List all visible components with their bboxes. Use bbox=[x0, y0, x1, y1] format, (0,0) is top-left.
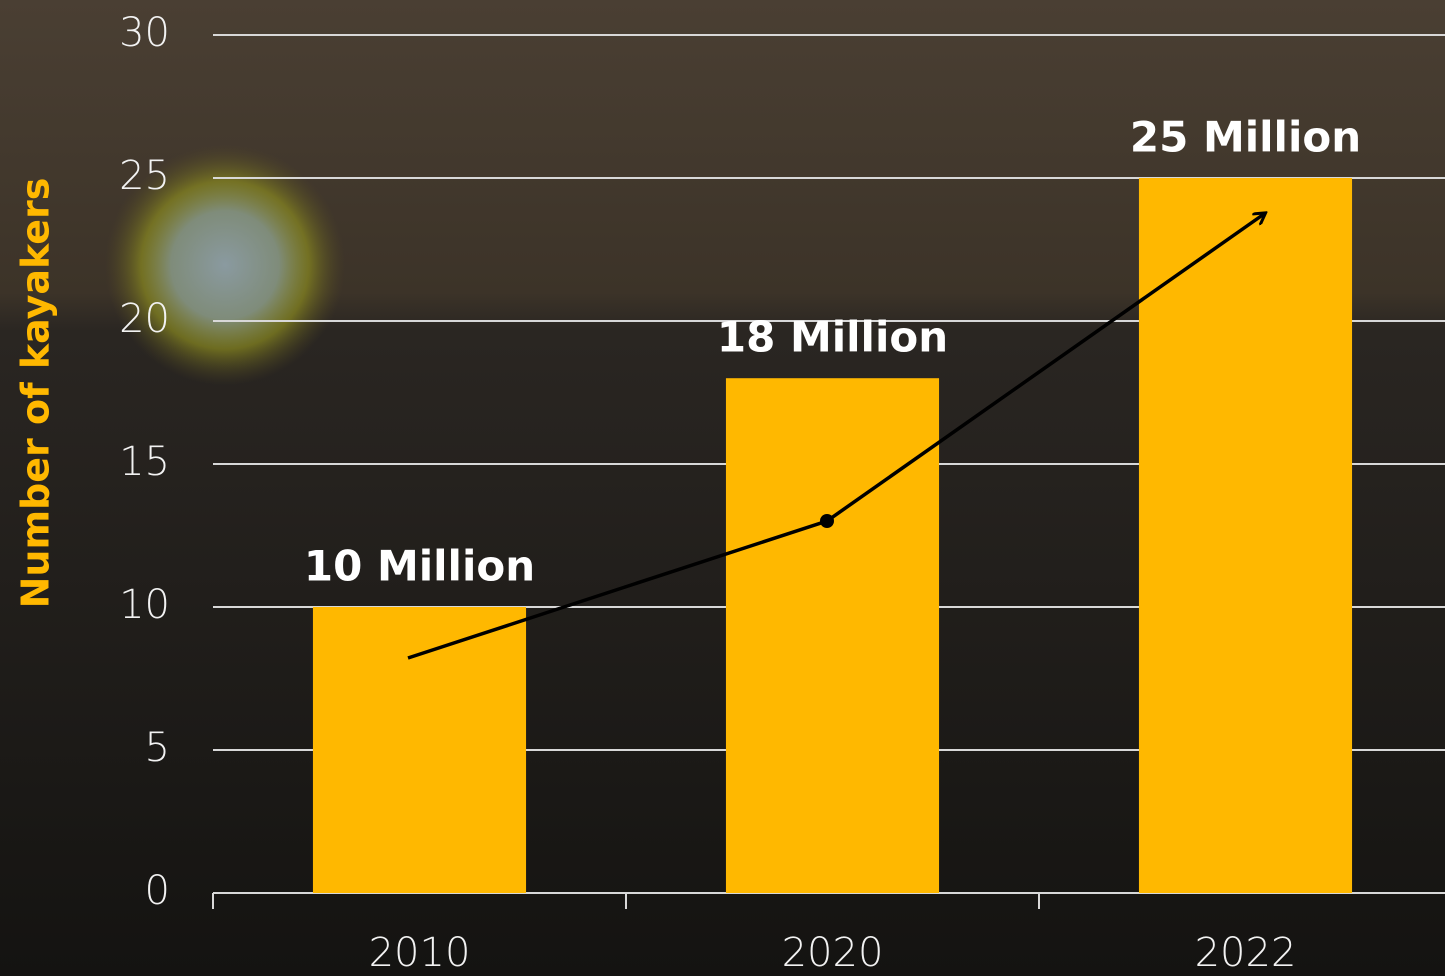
y-tick-label: 10 bbox=[119, 582, 170, 628]
value-label: 25 Million bbox=[1130, 113, 1361, 162]
bar bbox=[1138, 178, 1353, 893]
value-label: 18 Million bbox=[717, 313, 948, 362]
y-tick-label: 15 bbox=[119, 439, 170, 485]
y-tick-label: 25 bbox=[119, 153, 170, 199]
y-tick-label: 30 bbox=[119, 10, 170, 56]
y-tick-label: 5 bbox=[145, 725, 170, 771]
x-tick-label: 2020 bbox=[782, 930, 884, 976]
trend-point bbox=[820, 514, 834, 528]
y-axis-label: Number of kayakers bbox=[14, 178, 58, 609]
bar bbox=[725, 378, 940, 893]
y-tick-label: 0 bbox=[145, 868, 170, 914]
y-tick-label: 20 bbox=[119, 296, 170, 342]
x-tick-label: 2010 bbox=[369, 930, 471, 976]
bar bbox=[312, 607, 527, 893]
x-tick-label: 2022 bbox=[1195, 930, 1297, 976]
value-label: 10 Million bbox=[304, 542, 535, 591]
sun-glow bbox=[105, 145, 345, 385]
